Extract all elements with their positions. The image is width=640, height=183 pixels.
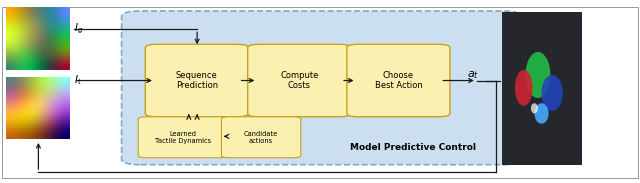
Text: Learned
Tactile Dynamics: Learned Tactile Dynamics <box>155 131 211 144</box>
FancyBboxPatch shape <box>145 44 248 117</box>
FancyBboxPatch shape <box>221 117 301 158</box>
FancyBboxPatch shape <box>138 117 227 158</box>
FancyBboxPatch shape <box>122 11 522 165</box>
Text: $I_t$: $I_t$ <box>74 74 82 87</box>
Text: Sequence
Prediction: Sequence Prediction <box>176 71 218 90</box>
Text: Model Predictive Control: Model Predictive Control <box>350 143 476 152</box>
Text: Compute
Costs: Compute Costs <box>280 71 318 90</box>
Text: Candidate
actions: Candidate actions <box>244 131 278 144</box>
FancyBboxPatch shape <box>347 44 450 117</box>
Text: $I_g$: $I_g$ <box>74 22 83 36</box>
Text: Choose
Best Action: Choose Best Action <box>374 71 422 90</box>
Text: $a_t$: $a_t$ <box>467 69 479 81</box>
FancyBboxPatch shape <box>248 44 351 117</box>
